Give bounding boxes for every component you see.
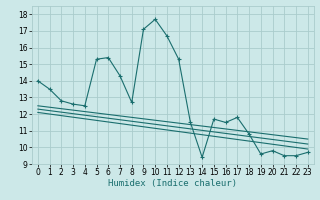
X-axis label: Humidex (Indice chaleur): Humidex (Indice chaleur) xyxy=(108,179,237,188)
